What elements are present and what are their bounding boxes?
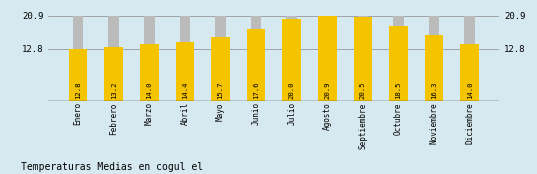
- Bar: [389, 26, 408, 101]
- Bar: [251, 16, 262, 101]
- Bar: [72, 16, 83, 101]
- Bar: [69, 49, 88, 101]
- Bar: [176, 42, 194, 101]
- Bar: [215, 16, 226, 101]
- Text: 20.0: 20.0: [289, 82, 295, 99]
- Text: 14.4: 14.4: [182, 82, 188, 99]
- Bar: [322, 16, 332, 101]
- Bar: [282, 19, 301, 101]
- Bar: [144, 16, 155, 101]
- Bar: [211, 37, 230, 101]
- Text: 20.5: 20.5: [360, 82, 366, 99]
- Text: 12.8: 12.8: [75, 82, 81, 99]
- Bar: [108, 16, 119, 101]
- Bar: [465, 16, 475, 101]
- Bar: [358, 16, 368, 101]
- Bar: [393, 16, 404, 101]
- Text: 14.0: 14.0: [146, 82, 153, 99]
- Bar: [104, 47, 123, 101]
- Bar: [286, 16, 297, 101]
- Text: 17.6: 17.6: [253, 82, 259, 99]
- Bar: [429, 16, 439, 101]
- Bar: [318, 16, 337, 101]
- Text: Temperaturas Medias en cogul el: Temperaturas Medias en cogul el: [21, 162, 204, 172]
- Bar: [247, 29, 265, 101]
- Text: 15.7: 15.7: [217, 82, 223, 99]
- Bar: [179, 16, 190, 101]
- Text: 13.2: 13.2: [111, 82, 117, 99]
- Bar: [353, 17, 372, 101]
- Bar: [140, 44, 158, 101]
- Text: 14.0: 14.0: [467, 82, 473, 99]
- Bar: [425, 35, 444, 101]
- Text: 16.3: 16.3: [431, 82, 437, 99]
- Text: 20.9: 20.9: [324, 82, 330, 99]
- Bar: [460, 44, 479, 101]
- Text: 18.5: 18.5: [395, 82, 402, 99]
